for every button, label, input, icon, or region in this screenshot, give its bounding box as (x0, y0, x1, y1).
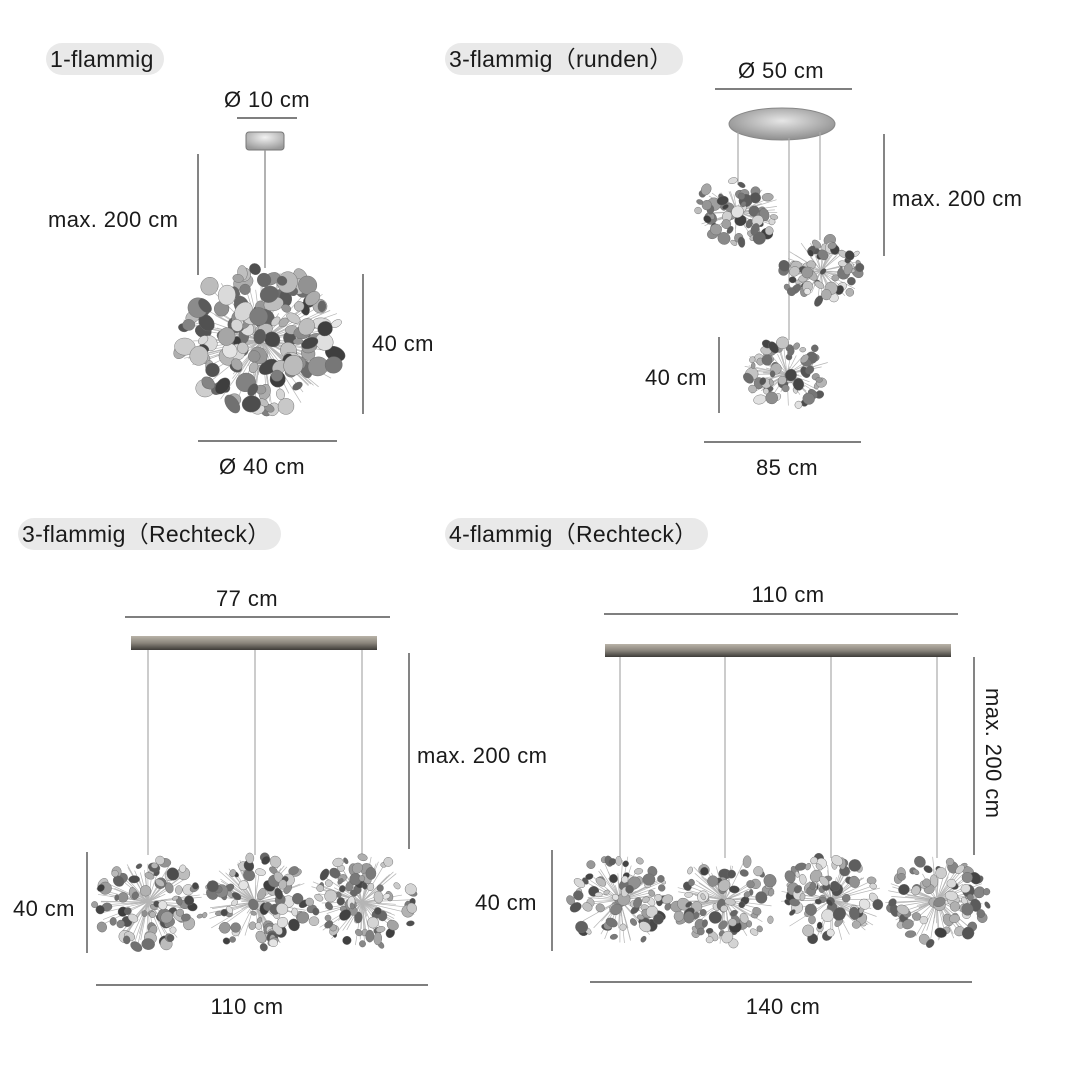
leaf-cluster-round (694, 177, 865, 409)
round-canopy (728, 107, 836, 141)
dim-shade-diameter-1: Ø 40 cm (219, 454, 305, 479)
dim-max-height-2: max. 200 cm (892, 186, 1023, 211)
lamp-3-light-round (694, 107, 865, 409)
dim-shade-height-3: 40 cm (13, 896, 75, 921)
section-title-3-light-rect: 3-flammig（Rechteck） (18, 518, 281, 550)
dimension-lines (86, 88, 975, 986)
lamp-3-light-rect (91, 636, 418, 952)
lamp-1-light (173, 131, 346, 417)
dim-width-3: 110 cm (210, 994, 284, 1019)
lamp-4-light-rect (566, 644, 991, 949)
leaf-cluster-rect-3 (91, 852, 418, 952)
section-title-4-light-rect: 4-flammig（Rechteck） (445, 518, 708, 550)
dim-shade-height-2: 40 cm (645, 365, 707, 390)
dim-shade-height-1: 40 cm (372, 331, 434, 356)
dim-canopy-diameter-2: Ø 50 cm (738, 58, 824, 83)
section-title-1-light: 1-flammig (46, 43, 164, 75)
rect-canopy-4 (605, 644, 951, 657)
dim-width-4: 140 cm (745, 994, 821, 1019)
dim-max-height-3: max. 200 cm (417, 743, 548, 768)
dim-width-2: 85 cm (756, 455, 818, 480)
dim-shade-height-4: 40 cm (475, 890, 537, 915)
rect-canopy-3 (131, 636, 377, 650)
leaf-cluster-1 (173, 263, 346, 417)
section-title-3-light-round: 3-flammig（runden） (445, 43, 683, 75)
dim-canopy-width-3: 77 cm (216, 586, 278, 611)
dim-canopy-width-4: 110 cm (751, 582, 825, 607)
leaf-cluster-rect-4 (566, 853, 991, 949)
dim-canopy-diameter-1: Ø 10 cm (224, 87, 310, 112)
canopy-small (245, 131, 285, 151)
dim-max-height-1: max. 200 cm (48, 207, 179, 232)
